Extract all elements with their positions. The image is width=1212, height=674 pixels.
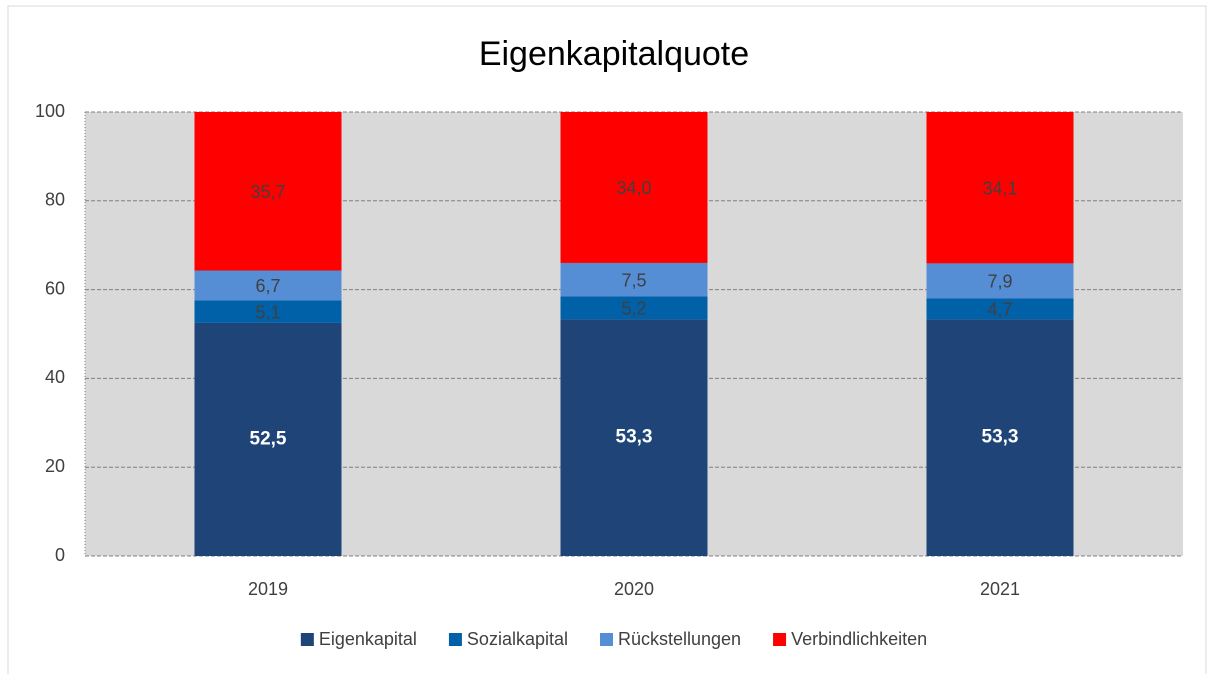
bar-segment xyxy=(194,270,342,301)
data-label: 7,5 xyxy=(621,270,646,290)
y-tick-label: 20 xyxy=(45,456,65,476)
data-label: 35,7 xyxy=(250,182,285,202)
bar-segment xyxy=(926,263,1074,299)
data-label: 52,5 xyxy=(250,428,287,449)
legend-label: Eigenkapital xyxy=(319,629,417,649)
bar-segment xyxy=(194,300,342,323)
legend-swatch xyxy=(599,633,613,646)
data-label: 34,1 xyxy=(982,178,1017,198)
chart-title: Eigenkapitalquote xyxy=(479,35,749,73)
data-label: 7,9 xyxy=(987,272,1012,292)
bar-segment xyxy=(926,298,1074,320)
data-label: 5,1 xyxy=(255,302,280,322)
y-tick-label: 0 xyxy=(55,545,65,565)
y-tick-label: 60 xyxy=(45,278,65,298)
data-label: 6,7 xyxy=(255,276,280,296)
bar-segment xyxy=(926,112,1074,264)
legend-swatch xyxy=(773,633,787,646)
legend-swatch xyxy=(448,633,462,646)
y-tick-label: 80 xyxy=(45,190,65,210)
y-tick-label: 40 xyxy=(45,367,65,387)
data-label: 53,3 xyxy=(982,427,1019,448)
legend-swatch xyxy=(300,633,314,646)
x-tick-label: 2020 xyxy=(614,579,654,599)
legend-label: Verbindlichkeiten xyxy=(791,629,927,649)
bar-segment xyxy=(194,322,342,556)
x-tick-label: 2021 xyxy=(980,579,1020,599)
bar-segment xyxy=(194,112,342,271)
data-label: 34,0 xyxy=(616,178,651,198)
legend-label: Rückstellungen xyxy=(618,629,741,649)
bar-segment xyxy=(560,296,708,320)
y-tick-label: 100 xyxy=(35,101,65,121)
bar-segment xyxy=(560,319,708,556)
bar-segment xyxy=(926,319,1074,556)
data-label: 53,3 xyxy=(616,427,653,448)
data-label: 5,2 xyxy=(621,299,646,319)
x-tick-label: 2019 xyxy=(248,579,288,599)
data-label: 4,7 xyxy=(987,300,1012,320)
legend-label: Sozialkapital xyxy=(467,629,568,649)
bar-segment xyxy=(560,112,708,263)
bar-segment xyxy=(560,262,708,297)
